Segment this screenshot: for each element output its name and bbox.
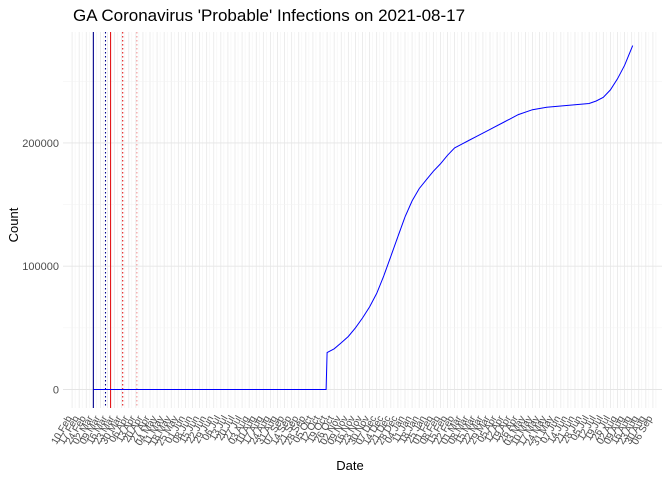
series-line [93, 45, 634, 390]
y-tick-label: 200000 [22, 138, 59, 150]
grid-lines [63, 32, 662, 408]
chart-title: GA Coronavirus 'Probable' Infections on … [73, 6, 466, 25]
y-tick-label: 100000 [22, 261, 59, 273]
series-layer [93, 45, 634, 390]
y-axis-ticks: 0 100000 200000 [22, 138, 59, 397]
y-tick-label: 0 [53, 385, 59, 397]
reference-lines [92, 32, 138, 408]
x-axis-label: Date [336, 458, 363, 473]
y-axis-label: Count [6, 207, 21, 242]
